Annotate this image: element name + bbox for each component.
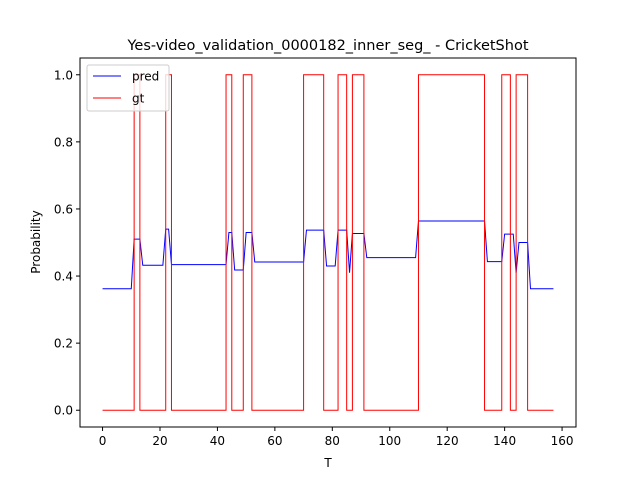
- x-tick-label: 20: [152, 434, 167, 448]
- x-tick-label: 100: [378, 434, 401, 448]
- series-line-pred: [102, 220, 554, 290]
- legend-label-pred: pred: [132, 70, 159, 84]
- y-tick-label: 0.4: [54, 270, 73, 284]
- plot-area: 0 20 40 60 80 100 120 140 160 0.0 0.2 0.4 0.6 0.8 1.0: [54, 57, 577, 448]
- y-axis-ticks: 0.0 0.2 0.4 0.6 0.8 1.0: [54, 68, 80, 418]
- x-axis-ticks: 0 20 40 60 80 100 120 140 160: [99, 427, 574, 448]
- y-tick-label: 0.8: [54, 135, 73, 149]
- series-layer: [102, 74, 554, 411]
- x-tick-label: 120: [436, 434, 459, 448]
- x-tick-label: 80: [325, 434, 340, 448]
- axes-frame: [79, 57, 577, 428]
- chart-title: Yes-video_validation_0000182_inner_seg_ …: [126, 38, 528, 54]
- y-tick-label: 0.2: [54, 337, 73, 351]
- y-tick-label: 0.6: [54, 202, 73, 216]
- legend: pred gt: [86, 64, 170, 112]
- x-tick-label: 140: [493, 434, 516, 448]
- x-tick-label: 60: [267, 434, 282, 448]
- x-tick-label: 0: [99, 434, 107, 448]
- y-tick-label: 1.0: [54, 68, 73, 82]
- y-tick-label: 0.0: [54, 404, 73, 418]
- x-tick-label: 40: [210, 434, 225, 448]
- legend-label-gt: gt: [132, 92, 145, 106]
- x-tick-label: 160: [551, 434, 574, 448]
- x-axis-label: T: [323, 456, 332, 470]
- series-line-gt: [102, 74, 554, 411]
- y-axis-label: Probability: [29, 210, 43, 273]
